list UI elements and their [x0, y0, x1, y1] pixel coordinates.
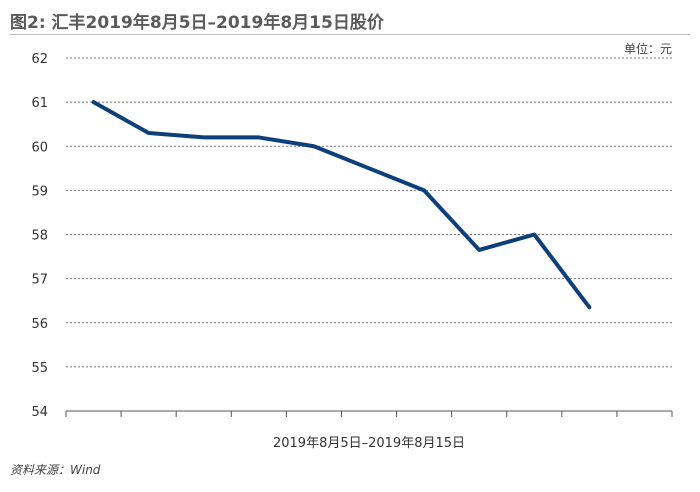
series-group — [91, 100, 592, 310]
y-tick-label: 58 — [31, 229, 48, 244]
unit-label: 单位：元 — [623, 42, 672, 56]
y-tick-label: 61 — [31, 96, 48, 111]
y-tick-label: 55 — [31, 361, 48, 376]
title-divider — [10, 34, 690, 35]
series-line — [91, 100, 592, 310]
y-tick-label: 60 — [31, 140, 48, 155]
y-tick-label: 56 — [31, 317, 48, 332]
y-tick-label: 54 — [31, 405, 48, 420]
y-tick-label: 62 — [31, 52, 48, 67]
y-tick-label: 59 — [31, 184, 48, 199]
y-tick-label: 57 — [31, 273, 48, 288]
y-axis-ticks: 54 55 56 57 58 59 60 61 62 — [31, 52, 48, 420]
x-axis-label: 2019年8月5日–2019年8月15日 — [273, 436, 465, 451]
gridlines — [66, 57, 672, 368]
chart-title: 图2: 汇丰2019年8月5日–2019年8月15日股价 — [10, 13, 384, 33]
source-note: 资料来源：Wind — [10, 463, 101, 477]
x-axis — [65, 410, 673, 417]
